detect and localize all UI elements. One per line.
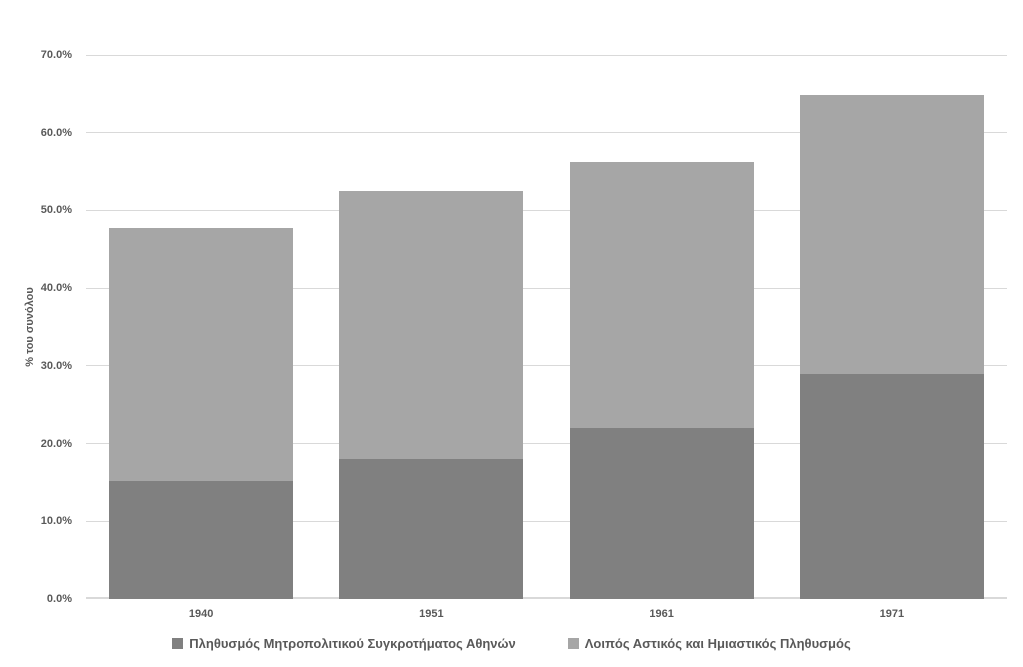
y-tick-label: 70.0%: [40, 49, 72, 61]
gridline: [86, 132, 1007, 134]
x-tick-label: 1961: [649, 608, 674, 620]
y-tick-label: 10.0%: [40, 515, 72, 528]
x-tick-label: 1951: [419, 608, 444, 620]
y-tick-label: 30.0%: [40, 359, 72, 372]
x-tick-label: 1940: [188, 608, 214, 620]
gridline: [86, 443, 1007, 445]
y-tick-label: 20.0%: [40, 437, 72, 450]
legend-swatch-metropolitan-icon: [172, 638, 184, 649]
legend: Πληθυσμός Μητροπολιτικού Συγκροτήματος Α…: [0, 636, 1023, 651]
gridline: [86, 209, 1007, 211]
bar-segment-metropolitan: [799, 374, 984, 599]
bar-segment-metropolitan: [339, 459, 524, 599]
y-tick-label: 40.0%: [40, 282, 72, 295]
legend-item-metropolitan: Πληθυσμός Μητροπολιτικού Συγκροτήματος Α…: [172, 636, 516, 651]
gridline: [86, 520, 1007, 522]
legend-item-other-urban: Λοιπός Αστικός και Ημιαστικός Πληθυσμός: [567, 636, 851, 651]
y-tick-label: 50.0%: [40, 204, 72, 217]
bar-segment-other-urban: [109, 228, 294, 481]
bar-segment-metropolitan: [109, 480, 294, 599]
bar-segment-other-urban: [339, 191, 524, 460]
legend-label-metropolitan: Πληθυσμός Μητροπολιτικού Συγκροτήματος Α…: [189, 636, 516, 651]
legend-swatch-other-urban-icon: [567, 638, 579, 649]
legend-label-other-urban: Λοιπός Αστικός και Ημιαστικός Πληθυσμός: [584, 636, 851, 651]
y-tick-label: 0.0%: [46, 593, 72, 605]
y-axis-title: % του συνόλου: [24, 287, 36, 367]
plot-area: [86, 54, 1007, 599]
x-axis-line: [86, 597, 1007, 599]
gridline: [86, 54, 1007, 56]
x-tick-label: 1971: [879, 608, 905, 620]
gridline: [86, 365, 1007, 367]
bar-segment-other-urban: [569, 162, 754, 429]
gridline: [86, 287, 1007, 289]
y-tick-label: 60.0%: [40, 126, 72, 139]
bar-segment-other-urban: [799, 94, 984, 375]
bar-segment-metropolitan: [569, 428, 754, 599]
